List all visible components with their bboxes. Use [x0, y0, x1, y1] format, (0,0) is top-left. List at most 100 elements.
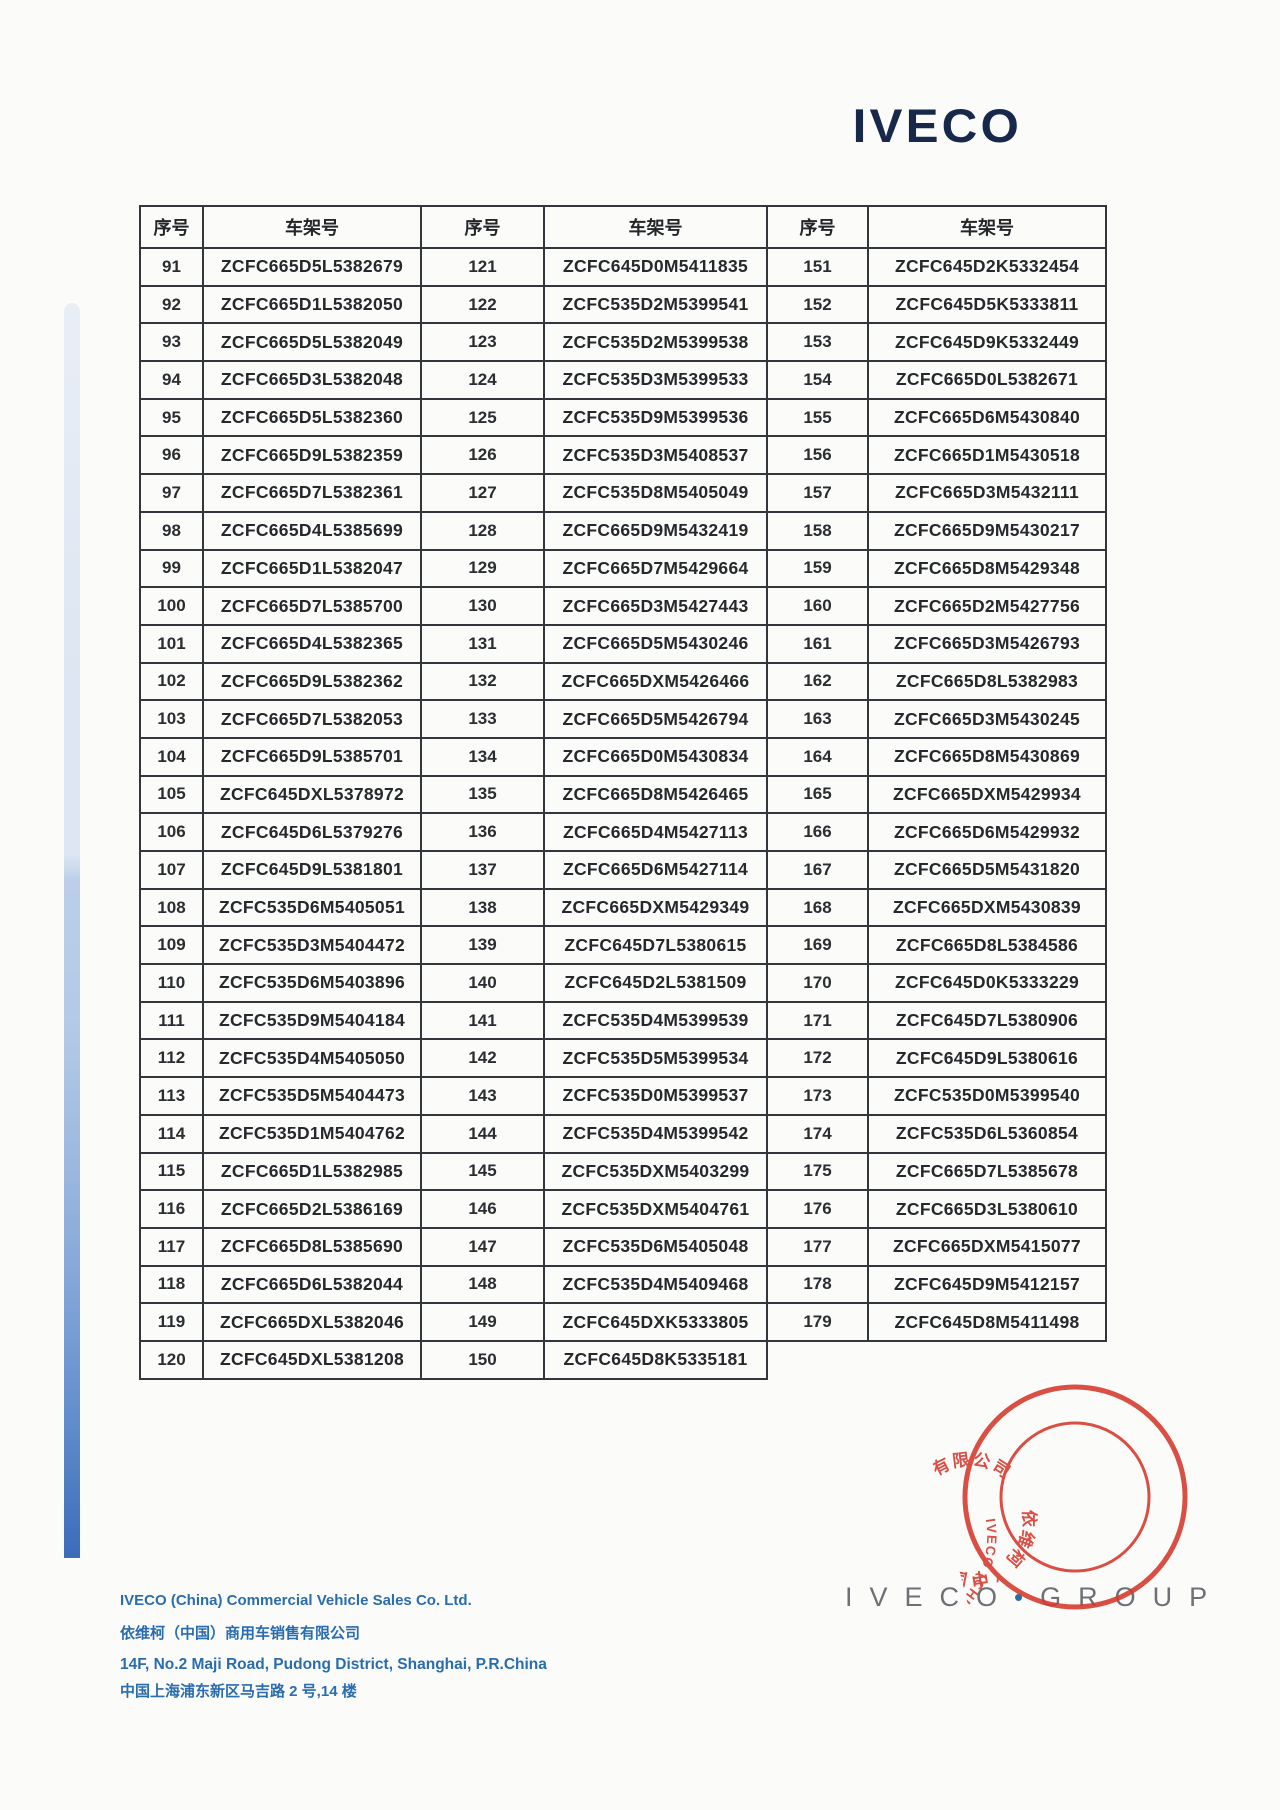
- vin-cell: ZCFC665D6M5427114: [543, 850, 768, 890]
- table-row: 112 ZCFC535D4M5405050 142 ZCFC535D5M5399534…: [139, 1038, 1107, 1079]
- serial-cell: 153: [766, 322, 869, 363]
- vin-cell: ZCFC535D1M5404762: [202, 1113, 422, 1154]
- vin-cell: ZCFC665D9L5382359: [202, 435, 422, 476]
- iveco-group-dot-icon: •: [1014, 1582, 1041, 1612]
- serial-cell: 112: [139, 1038, 204, 1079]
- vin-table: 序号 车架号 序号 车架号 序号 车架号 91 ZCFC665D5L5382679…: [139, 205, 1107, 1380]
- table-row: 100 ZCFC665D7L5385700 130 ZCFC665D3M5427443…: [139, 586, 1107, 626]
- table-row: 96 ZCFC665D9L5382359 126 ZCFC535D3M5408537 1…: [139, 435, 1107, 476]
- serial-cell: 135: [420, 774, 545, 815]
- vin-cell: ZCFC665D8L5384586: [867, 925, 1107, 966]
- serial-cell: 170: [766, 963, 869, 1003]
- vin-cell: ZCFC665DXL5382046: [202, 1302, 422, 1342]
- vin-cell: ZCFC665D7L5382361: [202, 473, 422, 513]
- serial-cell: 134: [420, 736, 545, 777]
- serial-cell: 131: [420, 623, 545, 664]
- serial-cell: 122: [420, 284, 545, 325]
- vin-cell: ZCFC535DXM5404761: [543, 1189, 768, 1229]
- vin-cell: ZCFC665D3M5426793: [867, 623, 1107, 664]
- vin-cell: ZCFC665D0M5430834: [543, 736, 768, 777]
- column-header-vin-1: 车架号: [202, 205, 422, 249]
- vin-cell: ZCFC645D9K5332449: [867, 322, 1107, 363]
- serial-cell: 166: [766, 812, 869, 852]
- vin-cell: ZCFC535D3M5404472: [202, 925, 422, 966]
- vin-cell: ZCFC665D3M5432111: [867, 473, 1107, 513]
- vin-cell: ZCFC645D7L5380615: [543, 925, 768, 966]
- serial-cell: 138: [420, 887, 545, 928]
- vin-cell: ZCFC665D6L5382044: [202, 1264, 422, 1305]
- table-row: 119 ZCFC665DXL5382046 149 ZCFC645DXK5333805…: [139, 1302, 1107, 1342]
- vin-cell: ZCFC535D6M5403896: [202, 963, 422, 1003]
- vin-cell: ZCFC665D7M5429664: [543, 548, 768, 589]
- serial-cell: 167: [766, 850, 869, 890]
- serial-cell: 129: [420, 548, 545, 589]
- vin-cell: ZCFC665D8L5382983: [867, 661, 1107, 702]
- vin-cell: ZCFC665D5M5431820: [867, 850, 1107, 890]
- serial-cell: 158: [766, 510, 869, 551]
- vin-cell: ZCFC665D8M5430869: [867, 736, 1107, 777]
- table-row: 93 ZCFC665D5L5382049 123 ZCFC535D2M5399538 1…: [139, 322, 1107, 363]
- table-row: 110 ZCFC535D6M5403896 140 ZCFC645D2L5381509…: [139, 963, 1107, 1003]
- serial-cell: 128: [420, 510, 545, 551]
- serial-cell: 137: [420, 850, 545, 890]
- vin-cell: ZCFC665D6M5430840: [867, 397, 1107, 438]
- serial-cell: 100: [139, 586, 204, 626]
- serial-cell: 140: [420, 963, 545, 1003]
- serial-cell: 145: [420, 1151, 545, 1192]
- company-name-cn: 依维柯（中国）商用车销售有限公司: [120, 1625, 361, 1642]
- address-en: 14F, No.2 Maji Road, Pudong District, Sh…: [120, 1656, 547, 1673]
- serial-cell: 171: [766, 1000, 869, 1041]
- serial-cell: 159: [766, 548, 869, 589]
- vin-cell: ZCFC535D0M5399537: [543, 1076, 768, 1116]
- vin-cell: ZCFC645D7L5380906: [867, 1000, 1107, 1041]
- serial-cell: 92: [139, 284, 204, 325]
- vin-cell: ZCFC645D9M5412157: [867, 1264, 1107, 1305]
- column-header-serial-3: 序号: [766, 205, 869, 249]
- serial-cell: 136: [420, 812, 545, 852]
- serial-cell: 161: [766, 623, 869, 664]
- footer-address-block: IVECO (China) Commercial Vehicle Sales C…: [120, 1592, 547, 1701]
- serial-cell: 126: [420, 435, 545, 476]
- vin-cell: ZCFC665DXM5415077: [867, 1226, 1107, 1267]
- serial-cell: 113: [139, 1076, 204, 1116]
- serial-cell: 121: [420, 247, 545, 287]
- vin-cell: ZCFC665D9L5382362: [202, 661, 422, 702]
- vin-cell: ZCFC535D4M5399542: [543, 1113, 768, 1154]
- vin-cell: ZCFC645D2K5332454: [867, 247, 1107, 287]
- table-row: 91 ZCFC665D5L5382679 121 ZCFC645D0M5411835 1…: [139, 247, 1107, 287]
- serial-cell: 155: [766, 397, 869, 438]
- serial-cell: 99: [139, 548, 204, 589]
- vin-cell: ZCFC535D2M5399538: [543, 322, 768, 363]
- vin-cell: ZCFC665D3L5382048: [202, 360, 422, 400]
- vin-cell: ZCFC535D6M5405048: [543, 1226, 768, 1267]
- vin-cell: ZCFC535D5M5399534: [543, 1038, 768, 1079]
- vin-cell: ZCFC665DXM5426466: [543, 661, 768, 702]
- vin-cell: ZCFC645D0M5411835: [543, 247, 768, 287]
- vin-cell: ZCFC665D0L5382671: [867, 360, 1107, 400]
- vin-table-body: 91 ZCFC665D5L5382679 121 ZCFC645D0M5411835 1…: [139, 247, 1107, 1380]
- vin-cell: ZCFC665D7L5382053: [202, 699, 422, 739]
- vin-cell: ZCFC645D8K5335181: [543, 1339, 768, 1380]
- left-accent-bar: [64, 303, 80, 1558]
- table-row: 115 ZCFC665D1L5382985 145 ZCFC535DXM5403299…: [139, 1151, 1107, 1192]
- table-row: 120 ZCFC645DXL5381208 150 ZCFC645D8K5335181: [139, 1339, 1106, 1380]
- company-name-en: IVECO (China) Commercial Vehicle Sales C…: [120, 1592, 472, 1609]
- serial-cell: 139: [420, 925, 545, 966]
- vin-cell: ZCFC665D9M5430217: [867, 510, 1107, 551]
- serial-cell: 143: [420, 1076, 545, 1116]
- table-row: 113 ZCFC535D5M5404473 143 ZCFC535D0M5399537…: [139, 1076, 1107, 1116]
- vin-cell: ZCFC665D4M5427113: [543, 812, 768, 852]
- table-row: 95 ZCFC665D5L5382360 125 ZCFC535D9M5399536 1…: [139, 397, 1107, 438]
- table-row: 99 ZCFC665D1L5382047 129 ZCFC665D7M5429664 1…: [139, 548, 1107, 589]
- serial-cell: 101: [139, 623, 204, 664]
- vin-cell: ZCFC645DXK5333805: [543, 1302, 768, 1342]
- serial-cell: 172: [766, 1038, 869, 1079]
- vin-cell: ZCFC665D5L5382679: [202, 247, 422, 287]
- vin-cell: ZCFC535D9M5404184: [202, 1000, 422, 1041]
- vin-cell: ZCFC645D2L5381509: [543, 963, 768, 1003]
- vin-cell: ZCFC665D3M5427443: [543, 586, 768, 626]
- vin-cell: ZCFC535DXM5403299: [543, 1151, 768, 1192]
- table-row: 97 ZCFC665D7L5382361 127 ZCFC535D8M5405049 1…: [139, 473, 1107, 513]
- serial-cell: 149: [420, 1302, 545, 1342]
- serial-cell: 168: [766, 887, 869, 928]
